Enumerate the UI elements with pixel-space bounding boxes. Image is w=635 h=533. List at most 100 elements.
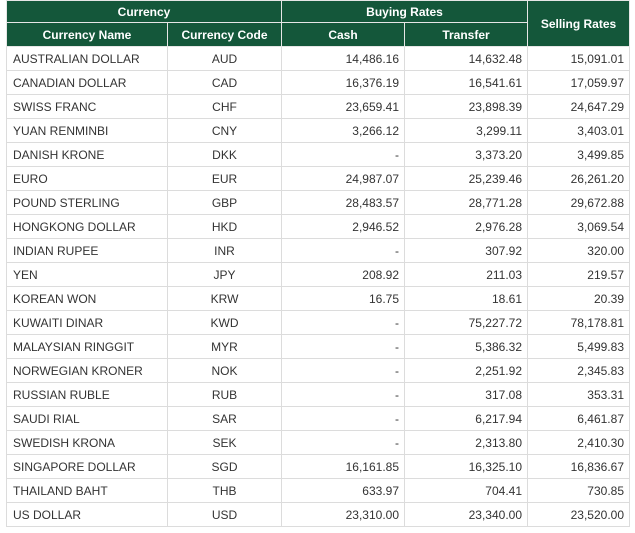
selling-rate-cell: 5,499.83 xyxy=(527,334,630,359)
transfer-rate-cell: 25,239.46 xyxy=(404,166,528,191)
currency-name-cell: RUSSIAN RUBLE xyxy=(6,382,168,407)
cash-rate-cell: 16,376.19 xyxy=(281,70,405,95)
transfer-rate-cell: 307.92 xyxy=(404,238,528,263)
currency-name-cell: YUAN RENMINBI xyxy=(6,118,168,143)
cash-rate-cell: 28,483.57 xyxy=(281,190,405,215)
table-row: POUND STERLING GBP 28,483.57 28,771.28 29,67… xyxy=(6,190,630,215)
transfer-rate-cell: 14,632.48 xyxy=(404,46,528,71)
selling-rate-cell: 17,059.97 xyxy=(527,70,630,95)
selling-rate-cell: 15,091.01 xyxy=(527,46,630,71)
cash-rate-cell: - xyxy=(281,382,405,407)
transfer-rate-cell: 28,771.28 xyxy=(404,190,528,215)
selling-rate-cell: 78,178.81 xyxy=(527,310,630,335)
header-selling-rates: Selling Rates xyxy=(527,0,630,47)
selling-rate-cell: 320.00 xyxy=(527,238,630,263)
currency-name-cell: US DOLLAR xyxy=(6,502,168,527)
currency-code-cell: JPY xyxy=(167,262,282,287)
currency-code-cell: AUD xyxy=(167,46,282,71)
currency-name-cell: POUND STERLING xyxy=(6,190,168,215)
selling-rate-cell: 219.57 xyxy=(527,262,630,287)
table-row: HONGKONG DOLLAR HKD 2,946.52 2,976.28 3,069.… xyxy=(6,214,630,239)
transfer-rate-cell: 16,325.10 xyxy=(404,454,528,479)
header-buying-rates: Buying Rates xyxy=(281,0,528,23)
table-row: SAUDI RIAL SAR -6,217.94 6,461.87 xyxy=(6,406,630,431)
currency-name-cell: SWEDISH KRONA xyxy=(6,430,168,455)
table-row: CANADIAN DOLLAR CAD 16,376.19 16,541.61 17,0… xyxy=(6,70,630,95)
transfer-rate-cell: 23,898.39 xyxy=(404,94,528,119)
transfer-rate-cell: 211.03 xyxy=(404,262,528,287)
cash-rate-cell: 208.92 xyxy=(281,262,405,287)
currency-name-cell: KOREAN WON xyxy=(6,286,168,311)
cash-rate-cell: 2,946.52 xyxy=(281,214,405,239)
selling-rate-cell: 20.39 xyxy=(527,286,630,311)
currency-name-cell: DANISH KRONE xyxy=(6,142,168,167)
table-row: EURO EUR 24,987.07 25,239.46 26,261.20 xyxy=(6,166,630,191)
currency-name-cell: INDIAN RUPEE xyxy=(6,238,168,263)
table-row: NORWEGIAN KRONER NOK -2,251.92 2,345.83 xyxy=(6,358,630,383)
transfer-rate-cell: 23,340.00 xyxy=(404,502,528,527)
table-row: KUWAITI DINAR KWD -75,227.72 78,178.81 xyxy=(6,310,630,335)
currency-code-cell: RUB xyxy=(167,382,282,407)
transfer-rate-cell: 317.08 xyxy=(404,382,528,407)
currency-code-cell: CAD xyxy=(167,70,282,95)
table-row: DANISH KRONE DKK -3,373.20 3,499.85 xyxy=(6,142,630,167)
exchange-rate-table: Currency Buying Rates Selling Rates Curr… xyxy=(6,0,630,527)
selling-rate-cell: 3,069.54 xyxy=(527,214,630,239)
transfer-rate-cell: 2,313.80 xyxy=(404,430,528,455)
currency-code-cell: USD xyxy=(167,502,282,527)
currency-code-cell: CNY xyxy=(167,118,282,143)
cash-rate-cell: 633.97 xyxy=(281,478,405,503)
table-row: THAILAND BAHT THB 633.97 704.41 730.85 xyxy=(6,478,630,503)
selling-rate-cell: 23,520.00 xyxy=(527,502,630,527)
currency-code-cell: SEK xyxy=(167,430,282,455)
currency-name-cell: THAILAND BAHT xyxy=(6,478,168,503)
table-row: US DOLLAR USD 23,310.00 23,340.00 23,520.00 xyxy=(6,502,630,527)
header-currency-group: Currency xyxy=(6,0,282,23)
currency-name-cell: KUWAITI DINAR xyxy=(6,310,168,335)
transfer-rate-cell: 6,217.94 xyxy=(404,406,528,431)
currency-code-cell: KRW xyxy=(167,286,282,311)
table-header: Currency Buying Rates Selling Rates Curr… xyxy=(6,0,630,47)
cash-rate-cell: 14,486.16 xyxy=(281,46,405,71)
transfer-rate-cell: 5,386.32 xyxy=(404,334,528,359)
currency-code-cell: KWD xyxy=(167,310,282,335)
selling-rate-cell: 16,836.67 xyxy=(527,454,630,479)
cash-rate-cell: - xyxy=(281,238,405,263)
table-row: SWEDISH KRONA SEK -2,313.80 2,410.30 xyxy=(6,430,630,455)
currency-name-cell: NORWEGIAN KRONER xyxy=(6,358,168,383)
currency-name-cell: MALAYSIAN RINGGIT xyxy=(6,334,168,359)
currency-code-cell: SAR xyxy=(167,406,282,431)
selling-rate-cell: 3,499.85 xyxy=(527,142,630,167)
header-currency-name: Currency Name xyxy=(6,22,168,47)
table-row: YUAN RENMINBI CNY 3,266.12 3,299.11 3,403.01 xyxy=(6,118,630,143)
currency-name-cell: SAUDI RIAL xyxy=(6,406,168,431)
table-row: SINGAPORE DOLLAR SGD 16,161.85 16,325.10 16,… xyxy=(6,454,630,479)
header-transfer: Transfer xyxy=(404,22,528,47)
cash-rate-cell: 23,659.41 xyxy=(281,94,405,119)
currency-code-cell: CHF xyxy=(167,94,282,119)
cash-rate-cell: - xyxy=(281,334,405,359)
selling-rate-cell: 3,403.01 xyxy=(527,118,630,143)
currency-code-cell: HKD xyxy=(167,214,282,239)
cash-rate-cell: 24,987.07 xyxy=(281,166,405,191)
currency-name-cell: SWISS FRANC xyxy=(6,94,168,119)
selling-rate-cell: 730.85 xyxy=(527,478,630,503)
transfer-rate-cell: 3,299.11 xyxy=(404,118,528,143)
currency-code-cell: EUR xyxy=(167,166,282,191)
transfer-rate-cell: 16,541.61 xyxy=(404,70,528,95)
header-row-columns: Currency Name Currency Code Cash Transfe… xyxy=(6,22,630,47)
currency-name-cell: AUSTRALIAN DOLLAR xyxy=(6,46,168,71)
table-row: RUSSIAN RUBLE RUB -317.08 353.31 xyxy=(6,382,630,407)
selling-rate-cell: 6,461.87 xyxy=(527,406,630,431)
selling-rate-cell: 2,345.83 xyxy=(527,358,630,383)
transfer-rate-cell: 704.41 xyxy=(404,478,528,503)
selling-rate-cell: 24,647.29 xyxy=(527,94,630,119)
selling-rate-cell: 2,410.30 xyxy=(527,430,630,455)
cash-rate-cell: 23,310.00 xyxy=(281,502,405,527)
currency-name-cell: EURO xyxy=(6,166,168,191)
cash-rate-cell: - xyxy=(281,358,405,383)
exchange-rate-table-container: Currency Buying Rates Selling Rates Curr… xyxy=(6,0,630,527)
currency-code-cell: THB xyxy=(167,478,282,503)
currency-code-cell: NOK xyxy=(167,358,282,383)
transfer-rate-cell: 2,976.28 xyxy=(404,214,528,239)
